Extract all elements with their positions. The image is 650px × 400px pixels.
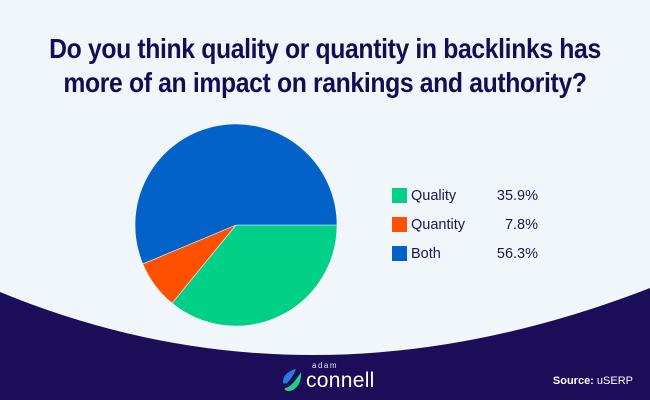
logo-text: adam connell: [306, 361, 375, 392]
logo-big-text: connell: [306, 369, 375, 392]
legend-swatch-quality: [392, 188, 407, 203]
adam-connell-logo: adam connell: [281, 361, 375, 392]
source-credit: Source: uSERP: [553, 375, 633, 387]
chart-title-line-2: more of an impact on rankings and author…: [63, 67, 587, 98]
footer-band: [0, 288, 650, 400]
legend-swatch-quantity: [392, 217, 407, 232]
legend-value: 56.3%: [496, 245, 538, 262]
chart-title: Do you think quality or quantity in back…: [33, 32, 618, 100]
logo-small-text: adam: [312, 361, 339, 370]
source-value: uSERP: [593, 375, 633, 387]
chart-title-line-1: Do you think quality or quantity in back…: [49, 33, 601, 64]
legend-item-quantity: Quantity 7.8%: [392, 210, 538, 239]
source-label: Source:: [552, 375, 594, 387]
legend-value: 7.8%: [504, 216, 538, 233]
legend-item-both: Both 56.3%: [392, 239, 538, 268]
legend-label: Quantity: [411, 216, 465, 233]
pie-slice-quality: [171, 224, 338, 327]
pie-chart: [134, 123, 338, 327]
legend-label: Quality: [411, 187, 457, 204]
logo-leaf-icon: [283, 369, 302, 391]
pie-slice-both: [134, 123, 338, 265]
legend-swatch-both: [392, 246, 407, 261]
legend-value: 35.9%: [496, 187, 538, 204]
legend-label: Both: [411, 245, 441, 262]
legend-item-quality: Quality 35.9%: [392, 181, 538, 210]
chart-legend: Quality 35.9% Quantity 7.8% Both 56.3%: [392, 181, 538, 268]
